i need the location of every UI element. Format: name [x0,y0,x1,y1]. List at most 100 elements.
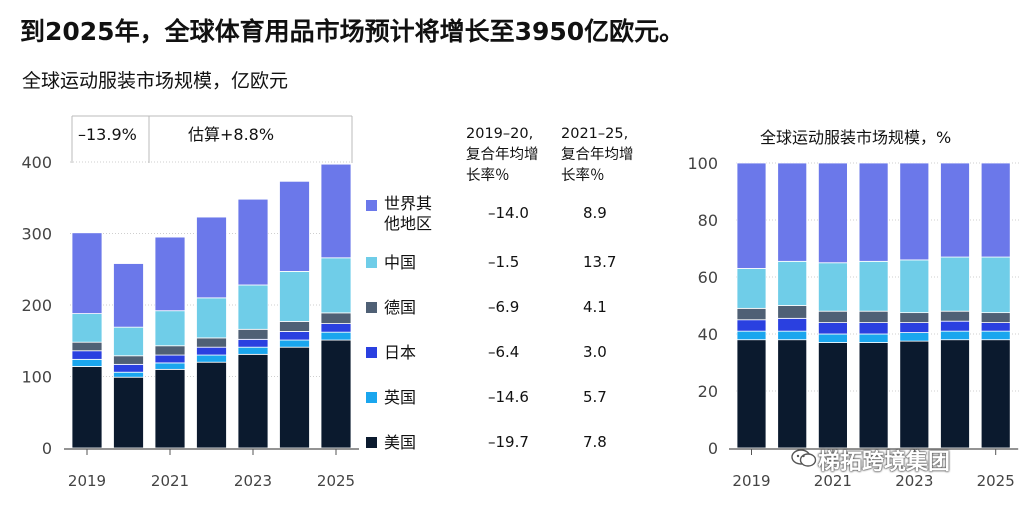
left-bar-2022-德国 [196,337,227,348]
right-bar-2020-德国 [777,305,808,319]
left-bar-2021-德国 [154,345,186,356]
cagr-header-line: 长率％ [561,168,605,184]
left-bar-2025-美国 [320,339,352,449]
legend-swatch-美国 [366,437,377,448]
right-bar-2023-德国 [899,312,930,324]
right-bar-2022-中国 [858,260,889,312]
right-bar-2024-德国 [940,310,970,322]
right-bar-2019-美国 [736,339,767,449]
right-bar-2019-世界其他地区 [736,162,767,269]
left-bar-2025-日本 [320,323,352,333]
left-bar-2022-中国 [196,297,227,339]
cagr-value-2021-25: 13.7 [583,253,617,271]
right-x-tick: 2021 [814,472,852,490]
left-bar-2022-日本 [196,346,227,356]
right-bar-2021-英国 [818,333,848,343]
right-bar-2022-英国 [858,333,889,343]
legend-label-德国: 德国 [384,298,416,318]
left-x-tick: 2025 [317,472,355,490]
legend-label-line: 日本 [384,343,417,362]
cagr-header-line: 2019–20, [466,126,534,142]
legend-label-line: 世界其 [384,194,433,213]
cagr-header-2021-25: 2021–25, 复合年均增 长率％ [561,124,634,187]
cagr-value-2021-25: 3.0 [583,343,607,361]
right-bar-2021-世界其他地区 [818,162,848,264]
right-chart-title: 全球运动服装市场规模，% [760,128,952,147]
legend-label-世界其他地区: 世界其 他地区 [384,194,432,234]
cagr-value-2021-25: 5.7 [583,388,607,406]
right-bar-2021-美国 [818,342,848,449]
legend-label-line: 中国 [384,253,417,272]
cagr-header-line: 长率％ [466,168,510,184]
left-bar-2022-英国 [196,354,227,363]
left-bar-2019-英国 [71,358,103,367]
right-bar-2022-美国 [858,342,889,449]
left-bar-2024-英国 [279,339,310,348]
left-bar-2025-中国 [320,257,352,314]
cagr-value-2021-25: 4.1 [583,298,607,316]
cagr-value-2019-20: –14.0 [488,204,529,222]
left-y-tick: 400 [21,153,52,172]
left-bar-2020-英国 [113,371,144,378]
left-bar-2022-美国 [196,361,227,449]
left-bar-2021-日本 [154,354,186,364]
left-y-tick: 200 [21,296,52,315]
right-bar-2025-世界其他地区 [980,162,1011,258]
right-y-tick: 100 [687,154,718,173]
left-y-tick: 100 [21,368,52,387]
left-bar-2020-德国 [113,355,144,365]
cagr-value-2021-25: 7.8 [583,433,607,451]
left-bar-2024-美国 [279,346,310,449]
wechat-icon [791,449,817,467]
cagr-value-2019-20: –19.7 [488,433,529,451]
right-bar-2020-美国 [777,339,808,449]
right-bar-2022-德国 [858,310,889,324]
legend-label-中国: 中国 [384,253,416,273]
right-y-tick: 80 [698,211,718,230]
right-bar-2023-世界其他地区 [899,162,930,261]
left-bar-2019-美国 [71,366,103,449]
right-bar-2025-日本 [980,322,1011,332]
right-y-tick: 60 [698,268,718,287]
left-bar-2023-美国 [237,353,269,449]
left-y-tick: 0 [42,439,52,458]
right-bar-2023-美国 [899,340,930,449]
right-x-tick: 2025 [977,472,1015,490]
cagr-header-2019-20: 2019–20, 复合年均增长率％ [466,124,539,187]
right-bar-2020-日本 [777,317,808,332]
right-bar-2024-日本 [940,320,970,332]
right-bar-2025-英国 [980,330,1011,341]
cagr-value-2019-20: –14.6 [488,388,529,406]
left-bar-2023-中国 [237,284,269,330]
right-bar-2019-英国 [736,330,767,341]
legend-swatch-德国 [366,302,377,313]
right-bar-2024-英国 [940,330,970,341]
left-bar-2020-美国 [113,376,144,449]
right-bar-2023-日本 [899,322,930,333]
right-bar-2023-英国 [899,332,930,342]
left-bar-2019-中国 [71,313,103,343]
left-bar-2024-日本 [279,331,310,341]
legend-swatch-英国 [366,392,377,403]
left-x-tick: 2019 [68,472,106,490]
right-x-tick: 2019 [732,472,770,490]
left-bar-2024-中国 [279,270,310,322]
right-y-tick: 40 [698,325,718,344]
right-bar-2020-英国 [777,330,808,341]
right-bar-2021-日本 [818,322,848,335]
right-y-tick: 0 [708,439,718,458]
cagr-value-2019-20: –6.9 [488,298,520,316]
left-bar-2020-日本 [113,363,144,373]
left-bar-2021-英国 [154,362,186,370]
left-bar-2023-日本 [237,338,269,348]
legend-label-line: 美国 [384,433,417,452]
right-bar-2025-中国 [980,256,1011,314]
cagr-value-2021-25: 8.9 [583,204,607,222]
cagr-header-line: 复合年均增 [466,147,539,163]
cagr-value-2019-20: –6.4 [488,343,520,361]
right-bar-2025-美国 [980,339,1011,449]
right-bar-2019-德国 [736,307,767,321]
legend-label-line: 德国 [384,298,417,317]
left-bar-2023-德国 [237,328,269,340]
annotation-decline: –13.9% [78,125,137,144]
